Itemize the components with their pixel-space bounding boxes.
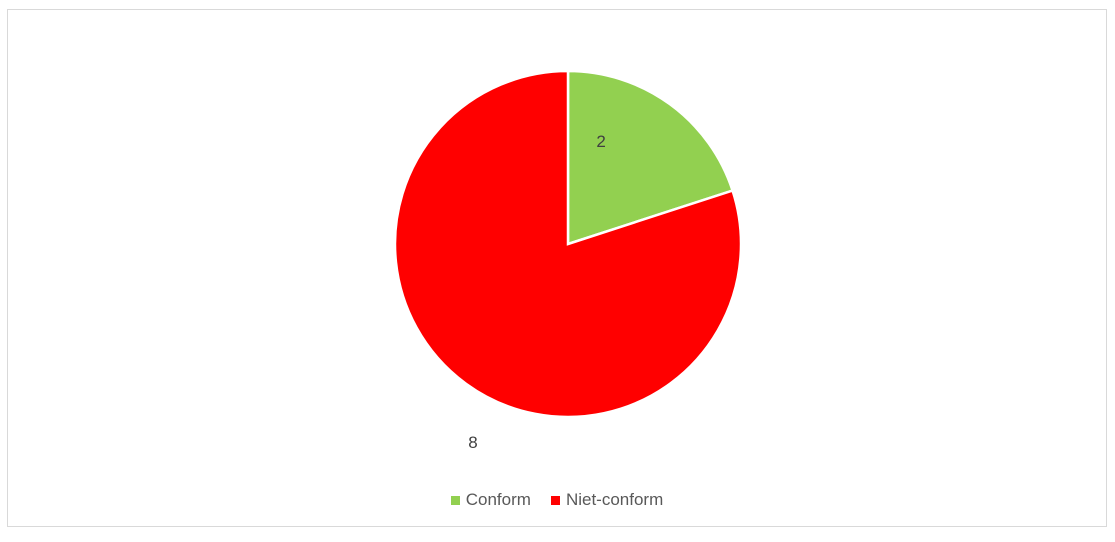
data-label-conform: 2 xyxy=(596,132,605,151)
legend: Conform Niet-conform xyxy=(8,490,1106,510)
pie-chart: 28 xyxy=(393,69,743,452)
legend-item-conform: Conform xyxy=(450,490,531,510)
legend-item-niet-conform: Niet-conform xyxy=(550,490,664,510)
legend-swatch-niet-conform xyxy=(550,495,560,505)
legend-label-conform: Conform xyxy=(465,490,531,509)
pie-slice-conform xyxy=(566,69,735,246)
pie-slice-niet-conform xyxy=(393,69,743,419)
data-label-niet-conform: 8 xyxy=(468,433,477,452)
legend-swatch-conform xyxy=(450,495,460,505)
legend-label-niet-conform: Niet-conform xyxy=(565,490,664,509)
